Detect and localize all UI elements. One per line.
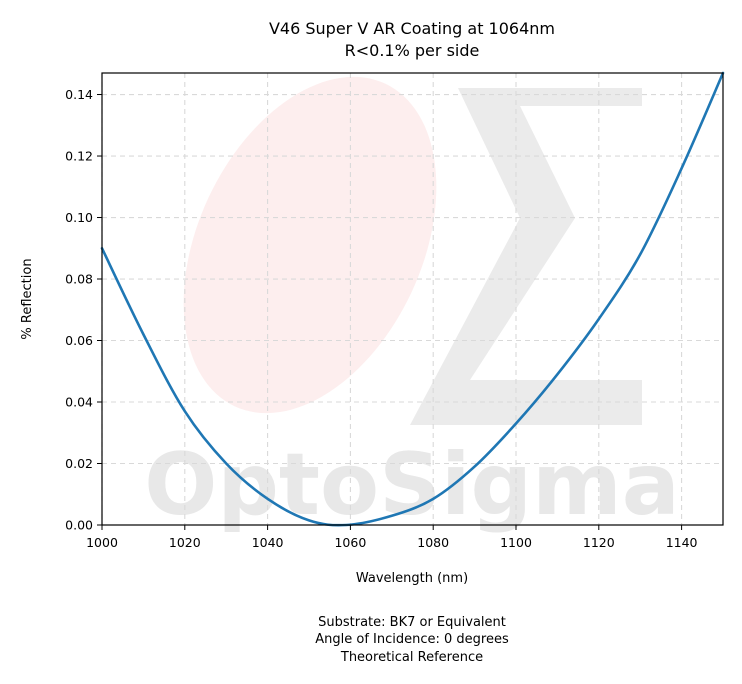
y-tick-label: 0.08 bbox=[65, 272, 93, 287]
watermark-sigma-logo bbox=[410, 88, 642, 425]
chart-title: V46 Super V AR Coating at 1064nm bbox=[269, 19, 555, 38]
y-tick-label: 0.04 bbox=[65, 395, 93, 410]
watermark-ellipse bbox=[183, 76, 437, 414]
x-tick-label: 1100 bbox=[500, 535, 532, 550]
y-tick-label: 0.10 bbox=[65, 210, 93, 225]
grid bbox=[101, 73, 723, 526]
y-axis-label: % Reflection bbox=[20, 258, 35, 339]
x-tick-label: 1000 bbox=[86, 535, 118, 550]
y-tick-label: 0.00 bbox=[65, 518, 93, 533]
series-line-0 bbox=[100, 71, 725, 527]
plot-frame bbox=[101, 72, 724, 526]
x-tick-label: 1040 bbox=[252, 535, 284, 550]
x-axis-ticks: 1000 1020 1040 1060 1080 1100 1120 1140 bbox=[86, 525, 698, 550]
y-tick-label: 0.02 bbox=[65, 456, 93, 471]
y-tick-label: 0.06 bbox=[65, 333, 93, 348]
x-tick-label: 1140 bbox=[666, 535, 698, 550]
x-tick-label: 1120 bbox=[583, 535, 615, 550]
footnote-substrate: Substrate: BK7 or Equivalent bbox=[318, 615, 506, 630]
y-axis-ticks: 0.00 0.02 0.04 0.06 0.08 0.10 0.12 0.14 bbox=[65, 87, 102, 533]
x-axis-label: Wavelength (nm) bbox=[356, 571, 468, 586]
series-layer bbox=[100, 71, 725, 527]
optosigma-watermark: OptoSigma bbox=[144, 76, 680, 535]
footnote-reference: Theoretical Reference bbox=[340, 650, 483, 665]
y-tick-label: 0.14 bbox=[65, 87, 93, 102]
x-tick-label: 1060 bbox=[334, 535, 366, 550]
x-tick-label: 1080 bbox=[417, 535, 449, 550]
footnote-angle: Angle of Incidence: 0 degrees bbox=[315, 632, 509, 647]
x-tick-label: 1020 bbox=[169, 535, 201, 550]
chart-subtitle: R<0.1% per side bbox=[345, 41, 480, 60]
y-tick-label: 0.12 bbox=[65, 149, 93, 164]
watermark-text: OptoSigma bbox=[144, 435, 679, 535]
